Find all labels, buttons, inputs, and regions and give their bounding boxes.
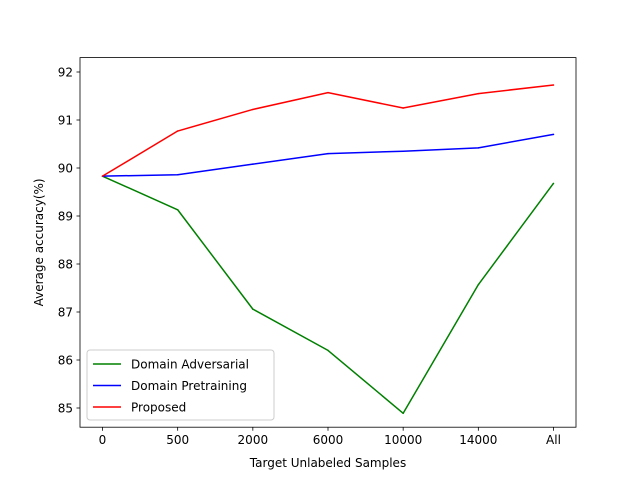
legend: Domain Adversarial Domain Pretraining Prop… bbox=[86, 349, 275, 421]
legend-label-domain-pretraining: Domain Pretraining bbox=[131, 379, 247, 393]
data-point-domain-pretraining-1 bbox=[176, 173, 179, 176]
data-point-domain-adversarial-2 bbox=[252, 308, 254, 310]
x-tick-label: 0 bbox=[99, 433, 107, 447]
data-point-domain-adversarial-3 bbox=[327, 349, 329, 352]
y-tick-label: 86 bbox=[58, 353, 73, 367]
data-point-domain-adversarial-5 bbox=[477, 283, 480, 286]
data-point-proposed-6 bbox=[552, 84, 555, 86]
x-axis: 0 500 2000 6000 10000 14000 All bbox=[99, 427, 561, 447]
data-point-domain-pretraining-6 bbox=[552, 133, 555, 136]
legend-label-domain-adversarial: Domain Adversarial bbox=[131, 357, 249, 371]
data-point-proposed-4 bbox=[402, 107, 404, 109]
data-point-domain-pretraining-3 bbox=[327, 152, 329, 155]
x-tick-label: All bbox=[546, 433, 561, 447]
x-tick-label: 6000 bbox=[313, 433, 344, 447]
x-tick-label: 2000 bbox=[238, 433, 269, 447]
y-tick-label: 85 bbox=[58, 401, 73, 415]
series-layer bbox=[101, 84, 555, 415]
x-tick-label: 14000 bbox=[459, 433, 497, 447]
y-axis: 85 86 87 88 89 90 91 92 bbox=[58, 65, 80, 415]
data-point-proposed-2 bbox=[252, 108, 254, 111]
x-tick-label: 500 bbox=[166, 433, 189, 447]
y-tick-label: 87 bbox=[58, 305, 73, 319]
data-point-domain-adversarial-4 bbox=[402, 412, 404, 415]
y-axis-title: Average accuracy(%) bbox=[32, 178, 46, 306]
data-point-domain-pretraining-4 bbox=[402, 150, 404, 152]
data-point-domain-adversarial-6 bbox=[552, 182, 555, 185]
legend-label-proposed: Proposed bbox=[131, 400, 186, 414]
data-point-domain-pretraining-2 bbox=[252, 163, 254, 165]
data-point-proposed-0 bbox=[101, 175, 104, 177]
y-tick-label: 89 bbox=[58, 209, 73, 223]
data-point-domain-adversarial-1 bbox=[176, 209, 179, 211]
y-tick-label: 91 bbox=[58, 113, 73, 127]
data-point-proposed-3 bbox=[327, 91, 329, 94]
x-tick-label: 10000 bbox=[384, 433, 422, 447]
data-point-domain-pretraining-5 bbox=[477, 147, 480, 149]
y-tick-label: 92 bbox=[58, 65, 73, 79]
x-axis-title: Target Unlabeled Samples bbox=[249, 456, 406, 470]
legend-box bbox=[86, 349, 275, 421]
data-point-proposed-1 bbox=[176, 130, 179, 132]
y-tick-label: 90 bbox=[58, 161, 73, 175]
y-tick-label: 88 bbox=[58, 257, 73, 271]
data-point-proposed-5 bbox=[477, 92, 480, 95]
